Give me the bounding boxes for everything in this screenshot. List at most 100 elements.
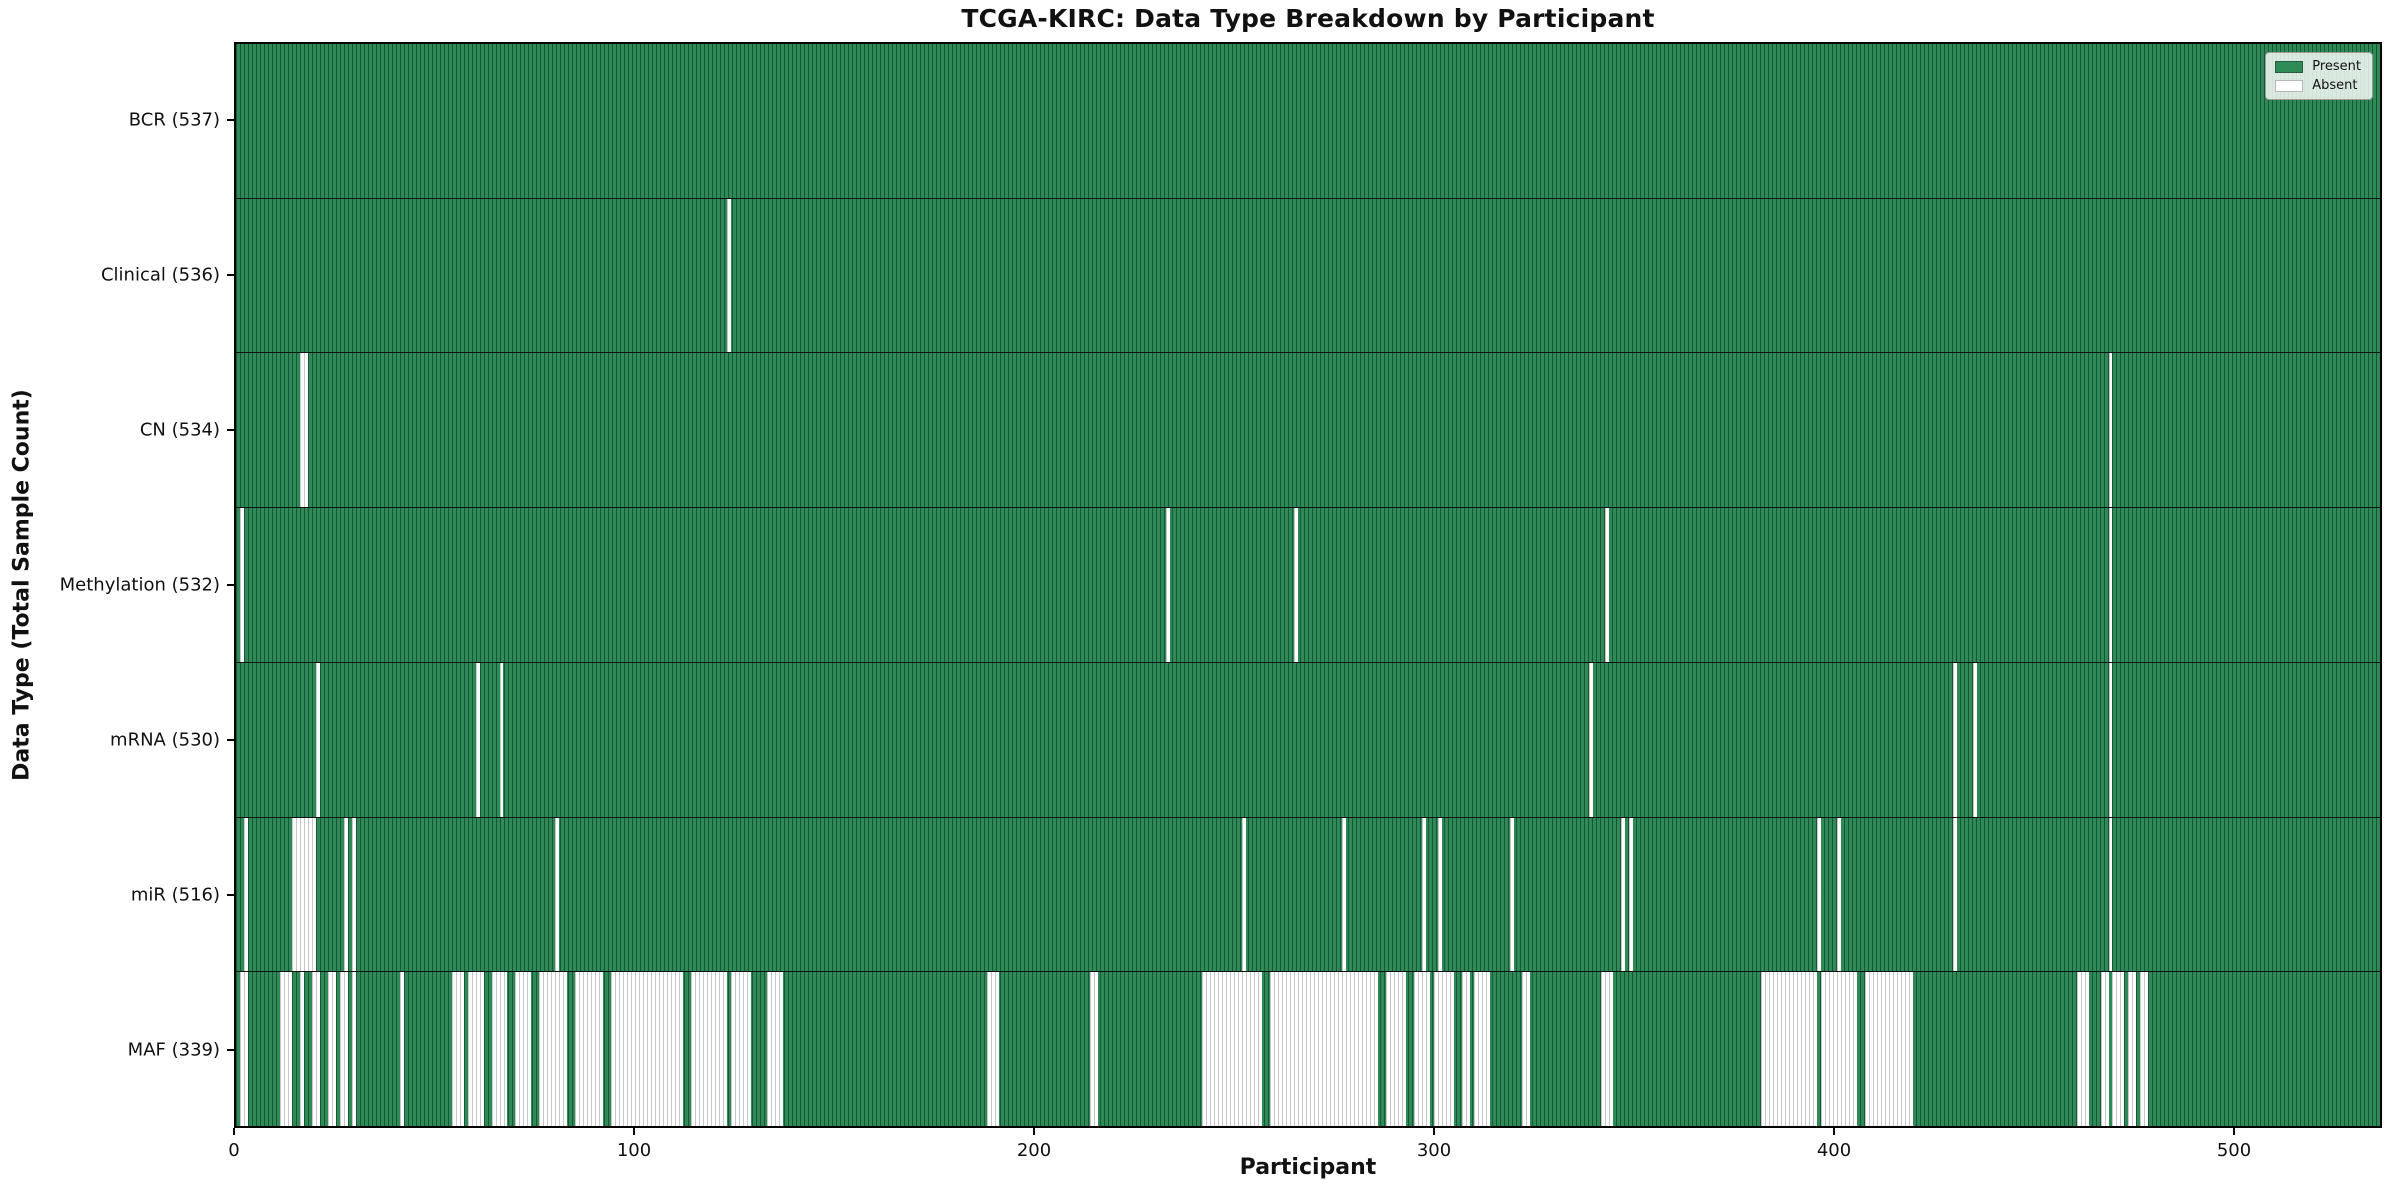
absent-stripe xyxy=(1761,972,1818,1127)
absent-stripe xyxy=(1473,972,1490,1127)
absent-stripe xyxy=(1629,817,1634,972)
absent-stripe xyxy=(2108,817,2113,972)
absent-stripe xyxy=(1605,508,1610,662)
ytick-mark xyxy=(227,894,234,897)
absent-stripe xyxy=(279,972,292,1127)
absent-stripe xyxy=(1509,817,1514,972)
absent-stripe xyxy=(1090,972,1099,1127)
row-cn xyxy=(236,352,2380,508)
legend-entry-absent: Absent xyxy=(2275,79,2361,92)
chart-title: TCGA-KIRC: Data Type Breakdown by Partic… xyxy=(961,4,1655,33)
row-mir xyxy=(236,816,2380,972)
row-methylation xyxy=(236,507,2380,662)
absent-stripe xyxy=(299,353,308,508)
ytick-label-mir: miR (516) xyxy=(130,884,220,906)
absent-stripe xyxy=(399,972,404,1127)
absent-stripe xyxy=(311,972,320,1127)
xtick-mark xyxy=(1433,1128,1435,1135)
absent-stripe xyxy=(467,972,484,1127)
ytick-label-mrna: mRNA (530) xyxy=(110,729,220,751)
absent-stripe xyxy=(2076,972,2089,1127)
ytick-mark xyxy=(227,1049,234,1052)
absent-stripe xyxy=(239,508,244,662)
absent-stripe xyxy=(1270,972,1378,1127)
row-maf xyxy=(236,971,2380,1127)
absent-stripe xyxy=(339,972,348,1127)
ytick-label-clinical: Clinical (536) xyxy=(100,264,220,286)
absent-stripe xyxy=(1461,972,1470,1127)
xtick-mark xyxy=(1833,1128,1835,1135)
absent-stripe xyxy=(1433,972,1454,1127)
xtick-label-400: 400 xyxy=(1816,1140,1852,1161)
absent-stripe xyxy=(1821,972,1857,1127)
absent-stripe xyxy=(1294,508,1298,662)
absent-stripe xyxy=(1952,662,1957,817)
absent-stripe xyxy=(515,972,532,1127)
ytick-label-cn: CN (534) xyxy=(139,419,220,441)
absent-stripe xyxy=(491,972,508,1127)
legend-absent-label: Absent xyxy=(2312,78,2358,93)
ytick-mark xyxy=(227,118,234,121)
absent-stripe xyxy=(243,817,248,972)
absent-stripe xyxy=(475,662,480,817)
absent-stripe xyxy=(1202,972,1263,1127)
legend-entry-present: Present xyxy=(2275,60,2361,73)
xtick-mark xyxy=(1033,1128,1035,1135)
absent-stripe xyxy=(1521,972,1530,1127)
absent-stripe xyxy=(727,198,732,353)
absent-stripe xyxy=(1601,972,1614,1127)
absent-stripe xyxy=(2140,972,2149,1127)
row-clinical xyxy=(236,197,2380,353)
absent-stripe xyxy=(1166,508,1171,662)
xtick-mark xyxy=(233,1128,235,1135)
ytick-mark xyxy=(227,428,234,431)
legend-present-label: Present xyxy=(2312,59,2361,74)
xtick-label-0: 0 xyxy=(228,1140,240,1161)
ytick-mark xyxy=(227,584,234,586)
absent-stripe xyxy=(499,662,504,817)
absent-stripe xyxy=(2108,508,2113,662)
absent-stripe xyxy=(1242,817,1247,972)
ytick-label-methylation: Methylation (532) xyxy=(59,574,220,596)
absent-stripe xyxy=(575,972,604,1127)
absent-stripe xyxy=(327,972,336,1127)
absent-stripe xyxy=(2100,972,2109,1127)
absent-stripe xyxy=(555,817,560,972)
absent-stripe xyxy=(1385,972,1406,1127)
absent-stripe xyxy=(343,817,348,972)
absent-stripe xyxy=(1589,662,1594,817)
absent-stripe xyxy=(2128,972,2137,1127)
absent-stripe xyxy=(1413,972,1430,1127)
absent-stripe xyxy=(691,972,728,1127)
absent-stripe xyxy=(611,972,684,1127)
absent-stripe xyxy=(1421,817,1426,972)
absent-stripe xyxy=(986,972,999,1127)
ytick-mark xyxy=(227,273,234,276)
absent-stripe xyxy=(351,972,356,1127)
absent-stripe xyxy=(1437,817,1442,972)
present-swatch-icon xyxy=(2275,60,2304,73)
row-bcr xyxy=(236,44,2380,198)
xtick-label-500: 500 xyxy=(2216,1140,2252,1161)
xtick-label-100: 100 xyxy=(616,1140,652,1161)
absent-stripe xyxy=(1817,817,1822,972)
absent-stripe xyxy=(291,817,316,972)
absent-stripe xyxy=(1837,817,1841,972)
y-axis-label: Data Type (Total Sample Count) xyxy=(9,389,35,781)
absent-stripe xyxy=(1972,662,1977,817)
absent-stripe xyxy=(2108,662,2113,817)
ytick-mark xyxy=(227,739,234,742)
absent-stripe xyxy=(2108,353,2113,508)
ytick-label-bcr: BCR (537) xyxy=(128,109,220,131)
absent-stripe xyxy=(451,972,464,1127)
absent-stripe xyxy=(1621,817,1626,972)
xtick-label-200: 200 xyxy=(1016,1140,1052,1161)
absent-stripe xyxy=(299,972,304,1127)
absent-stripe xyxy=(2112,972,2125,1127)
absent-stripe xyxy=(1864,972,1913,1127)
xtick-label-300: 300 xyxy=(1416,1140,1452,1161)
ytick-label-maf: MAF (339) xyxy=(127,1039,220,1061)
absent-stripe xyxy=(351,817,356,972)
xtick-mark xyxy=(2233,1128,2235,1135)
